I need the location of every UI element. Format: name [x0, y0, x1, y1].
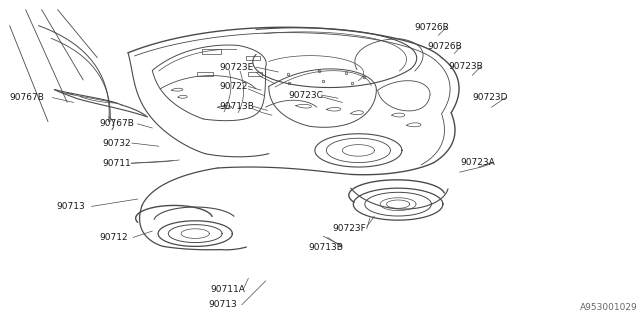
Text: 90711A: 90711A	[210, 285, 244, 294]
Text: A953001029: A953001029	[580, 303, 638, 312]
Text: 90713B: 90713B	[308, 243, 343, 252]
Text: 90723A: 90723A	[461, 158, 495, 167]
Text: 90713B: 90713B	[220, 102, 254, 111]
Text: 90723F: 90723F	[333, 224, 367, 233]
Text: 90711: 90711	[102, 159, 131, 168]
Text: 90713: 90713	[56, 202, 85, 211]
Text: 90767B: 90767B	[99, 119, 134, 128]
Text: 90712: 90712	[99, 233, 128, 242]
Text: 90726B: 90726B	[428, 42, 462, 51]
Text: 90713: 90713	[208, 300, 237, 309]
Text: 90732: 90732	[102, 139, 131, 148]
Text: 90767B: 90767B	[10, 93, 44, 102]
Text: 90723B: 90723B	[448, 62, 483, 71]
Text: 90723C: 90723C	[288, 91, 323, 100]
Text: 90726B: 90726B	[415, 23, 449, 32]
Text: 90723D: 90723D	[472, 93, 508, 102]
Text: 90722: 90722	[220, 82, 248, 91]
Text: 90723E: 90723E	[220, 63, 254, 72]
